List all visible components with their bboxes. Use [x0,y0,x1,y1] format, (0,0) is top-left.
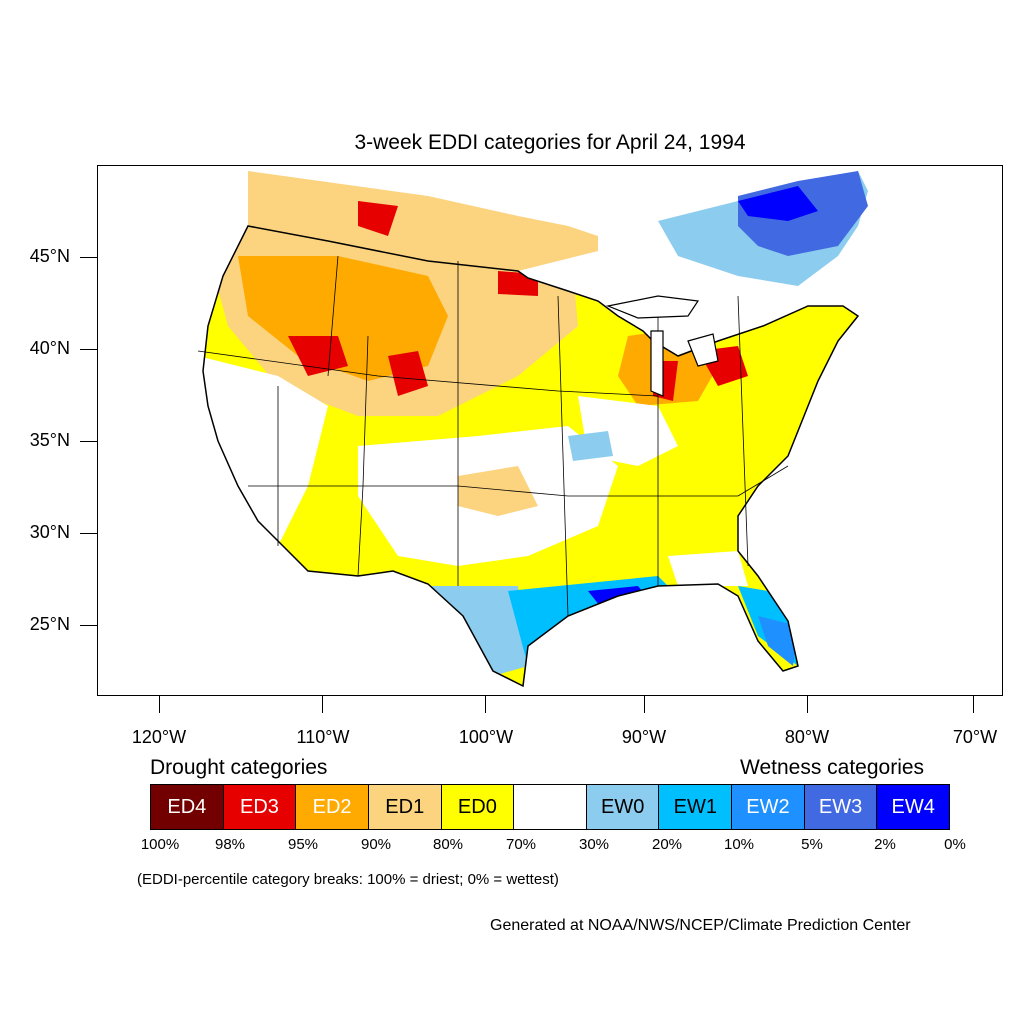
wetness-heading: Wetness categories [740,756,925,779]
credit-line: Generated at NOAA/NWS/NCEP/Climate Predi… [490,917,911,934]
lat-label-45: 45°N [29,246,70,266]
legend-label: ED0 [457,795,497,818]
legend-cell-ew4: EW4 [877,785,950,829]
lon-label-120: 120°W [131,727,187,747]
pct-break: 2% [874,836,896,853]
legend-cell-normal [514,785,587,829]
region-normal-southeast [668,551,748,586]
lon-tick [973,696,974,713]
lat-tick [80,625,97,626]
region-ed3-b [388,351,428,396]
legend-cell-ew3: EW3 [804,785,878,829]
lon-tick [644,696,645,713]
legend-cell-ew1: EW1 [659,785,733,829]
pct-break: 10% [723,836,755,853]
legend-cell-ed3: ED3 [223,785,297,829]
lat-tick [80,533,97,534]
legend-label: EW2 [746,795,790,818]
lat-label-40: 40°N [29,338,70,358]
lon-tick [485,696,486,713]
category-legend: ED4 ED3 ED2 ED1 ED0 EW0 EW1 EW2 EW3 EW4 [150,784,950,830]
legend-cell-ed4: ED4 [151,785,224,829]
lake-superior [605,295,700,319]
eddi-map-canvas [197,171,868,688]
region-ed3-c [498,271,538,296]
lon-tick [159,696,160,713]
pct-break: 20% [651,836,683,853]
category-note: (EDDI-percentile category breaks: 100% =… [137,871,559,888]
region-ew0-texas [378,586,528,686]
state-boundaries [197,255,789,617]
legend-label: EW3 [818,795,863,818]
region-ew4-gulf [588,586,658,616]
legend-label: EW4 [891,795,935,818]
legend-cell-ew2: EW2 [732,785,805,829]
lat-label-30: 30°N [29,522,70,542]
pct-break: 5% [801,836,823,853]
region-ed2-north [238,256,448,381]
canada-drought-region [248,171,598,271]
lake-huron [687,333,719,367]
region-ew2-florida [758,616,798,666]
legend-cell-ew0: EW0 [586,785,660,829]
pct-break: 100% [140,836,180,853]
legend-cell-ed0: ED0 [441,785,515,829]
pct-break: 95% [287,836,319,853]
pct-break: 98% [214,836,246,853]
canada-ed3-patch [358,201,398,236]
drought-heading: Drought categories [150,756,328,779]
region-ew0-central [568,431,613,461]
us-coastline [202,225,860,688]
legend-label: ED3 [240,795,279,818]
pct-break: 30% [578,836,610,853]
lon-label-70: 70°W [952,727,998,747]
lat-label-35: 35°N [29,430,70,450]
eddi-map [97,165,1003,696]
map-title: 3-week EDDI categories for April 24, 199… [354,131,746,154]
region-ed3-a [288,336,348,376]
pct-break: 70% [505,836,537,853]
legend-label: EW1 [673,795,717,818]
legend-cell-ed1: ED1 [368,785,442,829]
pct-break: 0% [944,836,966,853]
pct-break: 90% [360,836,392,853]
lon-tick [322,696,323,713]
lat-tick [80,349,97,350]
lat-tick [80,441,97,442]
legend-label: ED4 [167,795,207,818]
region-ed1-south [458,466,538,516]
lat-tick [80,257,97,258]
legend-cell-ed2: ED2 [296,785,369,829]
legend-label: ED1 [385,795,425,818]
lon-label-110: 110°W [296,727,350,747]
legend-label: EW0 [600,795,645,818]
lon-label-80: 80°W [784,727,830,747]
lake-michigan [650,330,664,397]
legend-label: ED2 [312,795,352,818]
lat-label-25: 25°N [29,614,70,634]
pct-break: 80% [432,836,464,853]
lon-tick [807,696,808,713]
region-ew1-gulf [508,576,678,666]
lon-label-100: 100°W [458,727,514,747]
canada-extreme-wet-region [738,186,818,221]
lon-label-90: 90°W [621,727,667,747]
